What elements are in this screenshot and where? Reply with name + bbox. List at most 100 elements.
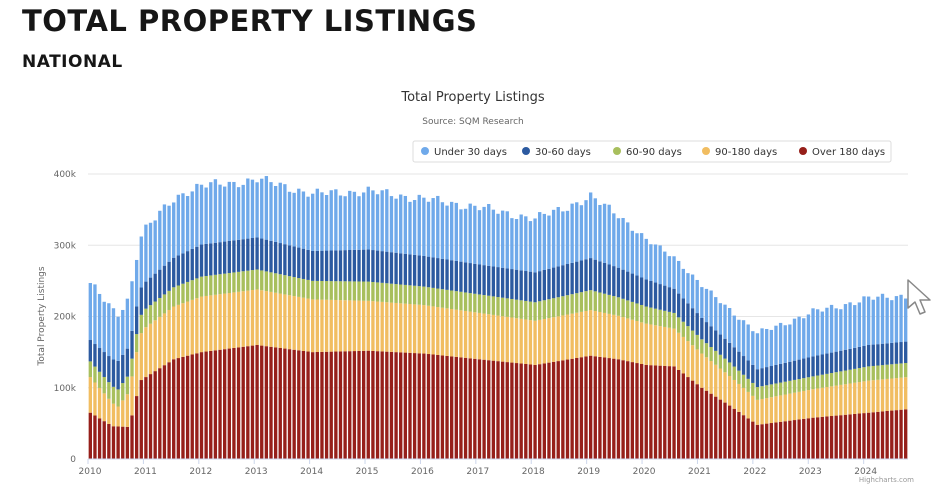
bar-segment: [213, 294, 218, 351]
bar-segment: [788, 393, 792, 421]
x-axis-tick-labels: 2010 2011 2012 2013 2014 2015 2016 2017 2018 2019…: [79, 459, 877, 477]
bar-segment: [130, 281, 134, 331]
bar-segment: [797, 391, 801, 420]
bar-segment: [116, 316, 120, 361]
bar-segment: [616, 315, 621, 360]
bar-segment: [848, 414, 852, 459]
bar-segment: [218, 349, 222, 459]
bar-segment: [463, 310, 468, 358]
bar-segment: [255, 269, 259, 290]
bar-segment: [806, 357, 811, 378]
bar-segment: [857, 368, 862, 383]
bar-segment: [820, 354, 824, 375]
bar-segment: [658, 309, 662, 327]
bar-segment: [111, 308, 116, 360]
legend-label[interactable]: Over 180 days: [812, 147, 885, 158]
bar-segment: [482, 359, 486, 459]
bar-segment: [144, 224, 148, 282]
bar-segment: [806, 314, 811, 358]
bar-segment: [621, 217, 625, 270]
bar-segment: [556, 361, 560, 459]
bar-segment: [250, 290, 255, 346]
bar-segment: [468, 203, 472, 264]
bar-segment: [348, 281, 352, 301]
bar-segment: [436, 195, 440, 259]
bar-segment: [667, 287, 672, 312]
bar-segment: [422, 255, 426, 287]
x-tick-label: 2019: [577, 467, 600, 477]
bar-segment: [626, 300, 630, 319]
bar-segment: [876, 411, 880, 459]
y-tick-label: 200k: [54, 313, 77, 323]
bar-segment: [343, 250, 347, 282]
bar-segment: [408, 304, 412, 353]
bar-segment: [403, 284, 408, 304]
bar-segment: [445, 308, 449, 356]
bar-segment: [107, 398, 111, 424]
bar-segment: [450, 290, 454, 310]
bar-segment: [260, 345, 264, 459]
legend-label[interactable]: 30-60 days: [535, 147, 591, 158]
bar-segment: [366, 350, 370, 459]
bar-segment: [626, 318, 630, 362]
bar-segment: [283, 244, 287, 276]
bar-segment: [880, 343, 885, 366]
bar-segment: [306, 196, 310, 250]
bar-segment: [528, 364, 533, 459]
bar-segment: [97, 293, 102, 349]
bar-segment: [825, 387, 829, 417]
bar-segment: [227, 348, 231, 459]
bar-segment: [626, 271, 630, 301]
bar-segment: [533, 218, 537, 273]
bar-segment: [199, 184, 204, 245]
legend-label[interactable]: Under 30 days: [434, 147, 507, 158]
bar-segment: [667, 327, 672, 367]
bar-segment: [158, 210, 162, 270]
bar-segment: [375, 194, 380, 251]
bar-segment: [343, 281, 347, 301]
bar-segment: [621, 360, 625, 459]
legend-label[interactable]: 90-180 days: [715, 147, 777, 158]
bar-segment: [769, 384, 774, 398]
bar-segment: [667, 366, 672, 459]
bar-segment: [88, 283, 92, 341]
bar-segment: [209, 243, 213, 276]
bar-segment: [894, 378, 899, 411]
legend-label[interactable]: 60-90 days: [626, 147, 682, 158]
bar-segment: [334, 250, 338, 282]
bar-segment: [375, 351, 380, 459]
bar-segment: [871, 412, 875, 459]
bar-segment: [139, 314, 143, 334]
bar-segment: [121, 400, 125, 427]
bar-segment: [588, 258, 593, 291]
bar-segment: [487, 204, 491, 266]
bar-segment: [334, 189, 338, 251]
bar-segment: [769, 366, 774, 385]
bar-segment: [811, 308, 815, 357]
bar-segment: [264, 291, 269, 347]
bar-segment: [301, 350, 306, 459]
bar-segment: [371, 250, 375, 282]
bar-segment: [366, 186, 370, 250]
bar-segment: [723, 402, 727, 459]
bar-segment: [139, 236, 143, 288]
bar-segment: [598, 311, 602, 357]
bar-segment: [565, 210, 570, 265]
bar-segment: [227, 181, 231, 241]
bar-segment: [528, 301, 533, 321]
bar-segment: [111, 386, 116, 404]
bar-segment: [876, 365, 880, 380]
bar-segment: [97, 348, 102, 372]
bar-segment: [116, 360, 120, 390]
bar-segment: [584, 259, 588, 292]
bar-segment: [125, 426, 130, 459]
x-tick-label: 2023: [799, 467, 822, 477]
bar-segment: [134, 352, 139, 397]
bar-segment: [524, 364, 528, 459]
bar-segment: [727, 308, 732, 343]
bar-segment: [426, 256, 431, 288]
bar-segment: [561, 315, 565, 361]
bar-segment: [866, 345, 871, 367]
bar-segment: [436, 288, 440, 308]
bar-segment: [732, 315, 736, 348]
